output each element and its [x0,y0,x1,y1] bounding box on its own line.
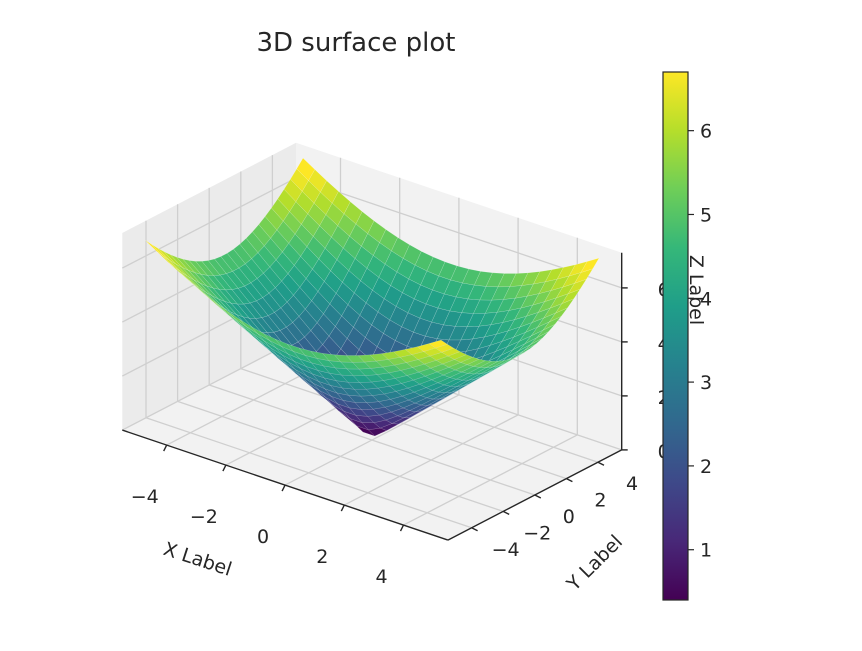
colorbar-ticks: 1 2 3 4 5 6 [688,121,712,562]
colorbar-tick-label: 6 [700,121,712,143]
colorbar: 1 2 3 4 5 6 [662,71,712,601]
y-tick-label: −4 [492,539,520,561]
axis-lines [122,252,628,541]
x-tick-label: −2 [190,506,218,528]
x-axis-label: X Label [161,538,235,581]
z-axis-label: Z Label [685,255,707,325]
surface-mesh [144,157,600,437]
colorbar-tick-label: 2 [700,456,712,478]
y-tick-label: 0 [563,506,575,528]
colorbar-gradient [662,71,689,601]
y-tick-label: −2 [523,522,551,544]
y-axis-label: Y Label [562,531,627,596]
x-tick-label: 0 [257,526,269,548]
colorbar-tick-label: 4 [700,288,712,310]
colorbar-tick-label: 3 [700,372,712,394]
x-tick-label: 4 [375,566,387,588]
colorbar-tick-label: 5 [700,204,712,226]
x-tick-label: −4 [131,486,159,508]
chart-title: 3D surface plot [256,28,456,58]
x-tick-label: 2 [316,546,328,568]
y-tick-label: 4 [626,473,638,495]
colorbar-tick-label: 1 [700,540,712,562]
y-tick-label: 2 [594,490,606,512]
